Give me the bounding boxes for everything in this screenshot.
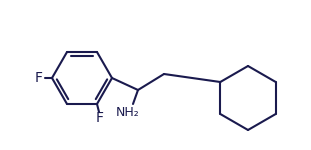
Text: NH₂: NH₂ (116, 105, 140, 118)
Text: F: F (96, 111, 104, 125)
Text: F: F (35, 71, 43, 85)
